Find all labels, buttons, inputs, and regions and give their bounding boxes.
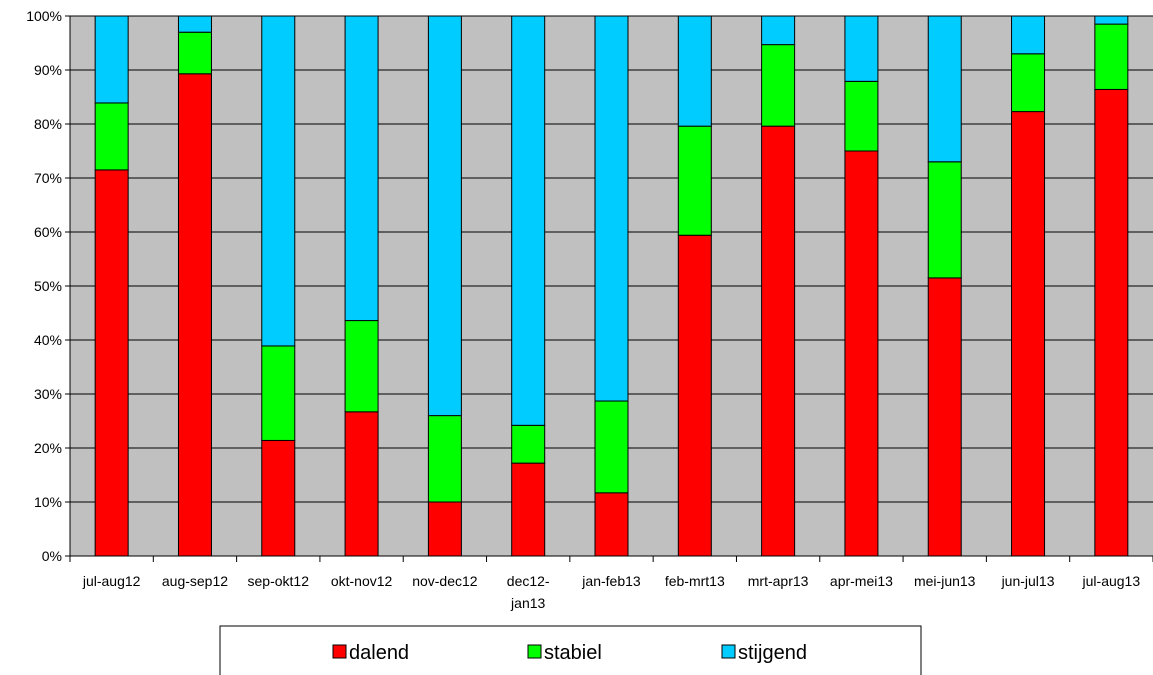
bars [94,15,1129,557]
x-category-label: jul-aug12 [82,573,141,589]
x-category-label: mrt-apr13 [748,573,809,589]
legend-label-stabiel: stabiel [544,642,602,664]
bar-segment-stabiel [261,345,296,441]
bar-segment-stabiel [927,161,962,279]
x-category-label: jun-jul13 [1001,573,1055,589]
bar-segment-dalend [844,150,879,557]
x-category-label: dec12-jan13 [507,573,550,611]
bar-segment-stabiel [761,44,796,127]
y-tick-label: 40% [34,332,62,348]
x-category-label: apr-mei13 [830,573,893,589]
bar-segment-dalend [594,492,629,557]
y-tick-label: 100% [26,8,62,24]
axes [65,15,1153,562]
y-axis-tick-labels: 0% 10% 20% 30% 40% 50% 60% 70% 80% 90% 100% [26,8,62,564]
bar-segment-dalend [511,462,546,557]
x-category-label: sep-okt12 [248,573,310,589]
bar-segment-stabiel [94,102,129,171]
bar-segment-dalend [761,125,796,557]
bar-segment-stijgend [94,15,129,104]
legend-label-dalend: dalend [349,642,409,664]
bar-segment-stijgend [677,15,712,127]
bar-segment-dalend [1011,111,1046,557]
legend-swatch-dalend [332,644,347,659]
bar-segment-dalend [677,234,712,557]
y-tick-label: 90% [34,62,62,78]
bar-segment-dalend [177,73,212,557]
bar-segment-dalend [1094,88,1129,557]
y-tick-label: 20% [34,440,62,456]
bar-segment-stabiel [1011,53,1046,113]
bar-segment-stabiel [844,80,879,152]
y-tick-label: 30% [34,386,62,402]
x-category-label: okt-nov12 [331,573,393,589]
x-category-label: jul-aug13 [1082,573,1141,589]
y-tick-label: 50% [34,278,62,294]
bar-segment-dalend [94,169,129,557]
y-tick-label: 10% [34,494,62,510]
bar-segment-stabiel [511,424,546,464]
bar-segment-stijgend [1094,15,1129,25]
y-tick-label: 80% [34,116,62,132]
bar-segment-stabiel [344,320,379,413]
legend-label-stijgend: stijgend [738,642,807,664]
legend: dalend stabiel stijgend [219,625,922,675]
bar-segment-stijgend [344,15,379,322]
bar-segment-stabiel [427,415,462,503]
bar-segment-stijgend [511,15,546,426]
bar-segment-dalend [927,277,962,557]
x-category-label: mei-jun13 [914,573,976,589]
bar-segment-stijgend [261,15,296,347]
bar-segment-dalend [261,439,296,557]
y-tick-label: 70% [34,170,62,186]
bar-segment-stijgend [1011,15,1046,55]
x-category-label: jan-feb13 [581,573,641,589]
bar-segment-stabiel [1094,23,1129,90]
x-category-label: aug-sep12 [162,573,228,589]
legend-swatch-stijgend [721,644,736,659]
legend-swatch-stabiel [527,644,542,659]
y-tick-label: 0% [42,548,62,564]
bar-segment-stabiel [594,400,629,494]
y-tick-label: 60% [34,224,62,240]
bar-segment-dalend [427,501,462,557]
x-axis-category-labels: jul-aug12 aug-sep12 sep-okt12 okt-nov12 nov-… [82,573,1141,611]
bar-segment-stabiel [177,31,212,75]
bar-segment-stijgend [427,15,462,417]
bar-segment-stabiel [677,125,712,236]
bar-segment-stijgend [844,15,879,82]
bar-segment-stijgend [177,15,212,33]
x-category-label: nov-dec12 [412,573,478,589]
bar-segment-stijgend [927,15,962,163]
bar-segment-stijgend [761,15,796,46]
bar-segment-dalend [344,411,379,557]
bar-segment-stijgend [594,15,629,402]
x-category-label: feb-mrt13 [665,573,725,589]
